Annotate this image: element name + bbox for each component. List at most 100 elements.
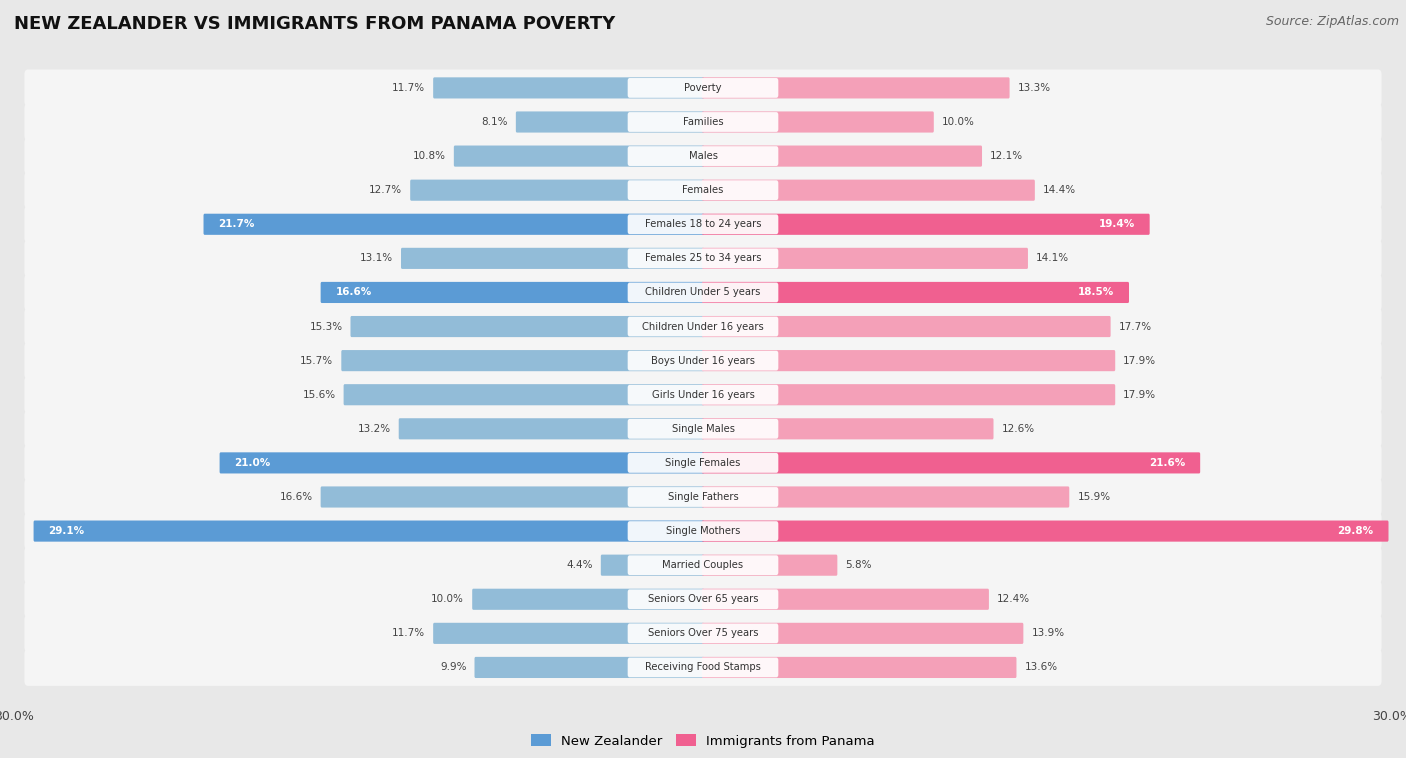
FancyBboxPatch shape [24,342,1382,379]
Text: 29.1%: 29.1% [48,526,84,536]
Text: Females 25 to 34 years: Females 25 to 34 years [645,253,761,263]
FancyBboxPatch shape [702,418,994,440]
FancyBboxPatch shape [702,180,1035,201]
Text: 17.9%: 17.9% [1123,356,1156,365]
Text: 14.4%: 14.4% [1043,185,1076,195]
Text: 10.0%: 10.0% [942,117,974,127]
Text: Females: Females [682,185,724,195]
FancyBboxPatch shape [627,522,779,541]
FancyBboxPatch shape [321,282,704,303]
Text: 13.9%: 13.9% [1032,628,1064,638]
Text: 19.4%: 19.4% [1098,219,1135,229]
Text: 12.6%: 12.6% [1001,424,1035,434]
FancyBboxPatch shape [702,623,1024,644]
FancyBboxPatch shape [627,453,779,473]
Text: Single Fathers: Single Fathers [668,492,738,502]
Text: 17.7%: 17.7% [1119,321,1152,331]
FancyBboxPatch shape [702,657,1017,678]
FancyBboxPatch shape [343,384,704,406]
Text: Single Females: Single Females [665,458,741,468]
FancyBboxPatch shape [702,453,1201,474]
FancyBboxPatch shape [600,555,704,576]
FancyBboxPatch shape [702,487,1070,508]
Text: 13.2%: 13.2% [357,424,391,434]
FancyBboxPatch shape [702,77,1010,99]
FancyBboxPatch shape [702,521,1389,542]
Text: Girls Under 16 years: Girls Under 16 years [651,390,755,399]
FancyBboxPatch shape [702,111,934,133]
FancyBboxPatch shape [433,623,704,644]
Text: 10.8%: 10.8% [413,151,446,161]
FancyBboxPatch shape [702,384,1115,406]
FancyBboxPatch shape [24,138,1382,174]
FancyBboxPatch shape [627,624,779,644]
FancyBboxPatch shape [34,521,704,542]
FancyBboxPatch shape [702,282,1129,303]
FancyBboxPatch shape [342,350,704,371]
Text: Females 18 to 24 years: Females 18 to 24 years [645,219,761,229]
Text: 9.9%: 9.9% [440,662,467,672]
FancyBboxPatch shape [321,487,704,508]
FancyBboxPatch shape [24,444,1382,481]
FancyBboxPatch shape [24,581,1382,618]
Text: Source: ZipAtlas.com: Source: ZipAtlas.com [1265,15,1399,28]
Text: 15.3%: 15.3% [309,321,343,331]
FancyBboxPatch shape [702,589,988,610]
FancyBboxPatch shape [702,555,838,576]
Text: 10.0%: 10.0% [432,594,464,604]
FancyBboxPatch shape [627,657,779,678]
FancyBboxPatch shape [399,418,704,440]
Text: 4.4%: 4.4% [567,560,593,570]
FancyBboxPatch shape [472,589,704,610]
Text: Married Couples: Married Couples [662,560,744,570]
Text: Single Males: Single Males [672,424,734,434]
Text: NEW ZEALANDER VS IMMIGRANTS FROM PANAMA POVERTY: NEW ZEALANDER VS IMMIGRANTS FROM PANAMA … [14,15,616,33]
FancyBboxPatch shape [24,376,1382,413]
Text: 21.0%: 21.0% [235,458,271,468]
FancyBboxPatch shape [24,309,1382,345]
Text: 15.7%: 15.7% [299,356,333,365]
FancyBboxPatch shape [24,274,1382,311]
Text: Seniors Over 75 years: Seniors Over 75 years [648,628,758,638]
FancyBboxPatch shape [627,556,779,575]
FancyBboxPatch shape [627,283,779,302]
FancyBboxPatch shape [702,350,1115,371]
FancyBboxPatch shape [627,146,779,166]
FancyBboxPatch shape [411,180,704,201]
Text: 16.6%: 16.6% [280,492,312,502]
FancyBboxPatch shape [433,77,704,99]
FancyBboxPatch shape [24,615,1382,652]
Text: 15.9%: 15.9% [1077,492,1111,502]
Text: 13.6%: 13.6% [1025,662,1057,672]
Text: Families: Families [683,117,723,127]
FancyBboxPatch shape [627,317,779,337]
Text: Receiving Food Stamps: Receiving Food Stamps [645,662,761,672]
Text: 11.7%: 11.7% [392,628,425,638]
Text: Males: Males [689,151,717,161]
Text: 8.1%: 8.1% [481,117,508,127]
FancyBboxPatch shape [24,649,1382,686]
FancyBboxPatch shape [24,410,1382,447]
FancyBboxPatch shape [401,248,704,269]
FancyBboxPatch shape [350,316,704,337]
Text: 29.8%: 29.8% [1337,526,1374,536]
Text: 16.6%: 16.6% [336,287,371,297]
Text: Children Under 16 years: Children Under 16 years [643,321,763,331]
FancyBboxPatch shape [627,590,779,609]
FancyBboxPatch shape [474,657,704,678]
Text: 12.7%: 12.7% [368,185,402,195]
Text: 18.5%: 18.5% [1078,287,1114,297]
FancyBboxPatch shape [24,478,1382,515]
FancyBboxPatch shape [702,248,1028,269]
Text: 21.6%: 21.6% [1149,458,1185,468]
Text: Poverty: Poverty [685,83,721,93]
FancyBboxPatch shape [627,351,779,371]
FancyBboxPatch shape [627,215,779,234]
Text: Children Under 5 years: Children Under 5 years [645,287,761,297]
Text: 13.1%: 13.1% [360,253,392,263]
Text: 14.1%: 14.1% [1036,253,1069,263]
FancyBboxPatch shape [702,146,981,167]
FancyBboxPatch shape [24,206,1382,243]
FancyBboxPatch shape [627,180,779,200]
FancyBboxPatch shape [702,214,1150,235]
